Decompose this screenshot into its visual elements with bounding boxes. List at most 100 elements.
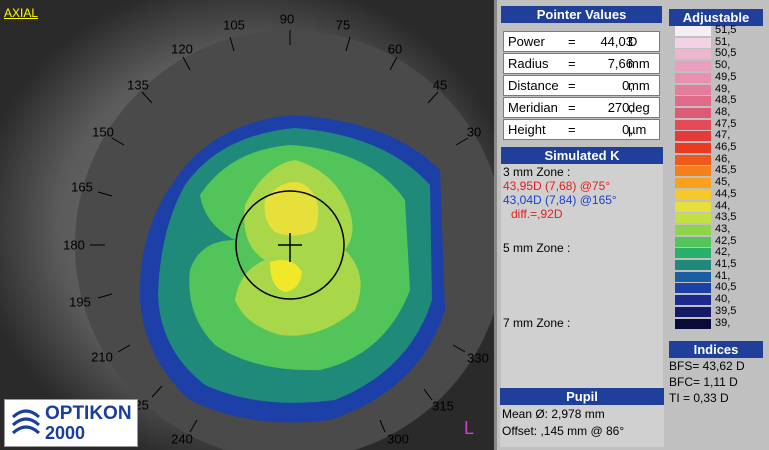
- degree-label-120: 120: [171, 41, 193, 57]
- scale-label: 39,5: [715, 304, 737, 317]
- pupil-offset: Offset: ,145 mm @ 86°: [502, 424, 625, 438]
- scale-label: 40,5: [715, 281, 737, 294]
- map-canvas[interactable]: [0, 0, 494, 450]
- degree-label-90: 90: [279, 11, 295, 27]
- map-mode-label[interactable]: AXIAL: [4, 6, 39, 20]
- scale-swatch[interactable]: [675, 283, 711, 294]
- scale-label: 44,5: [715, 187, 737, 200]
- scale-swatch[interactable]: [675, 260, 711, 270]
- scale-label: 45,5: [715, 164, 737, 177]
- scale-label: 41,5: [715, 258, 737, 270]
- pupil-panel: Mean Ø: 2,978 mm Offset: ,145 mm @ 86°: [500, 405, 664, 447]
- zone-circle: [235, 190, 345, 300]
- degree-label-210: 210: [91, 349, 113, 365]
- pointer-height-field: Height = 0, µm: [503, 119, 660, 140]
- scale-swatch[interactable]: [675, 26, 711, 36]
- scale-label: 41,: [715, 269, 731, 282]
- pointer-values-title: Pointer Values: [501, 6, 662, 23]
- pointer-distance-value: 0,: [622, 78, 633, 93]
- degree-label-195: 195: [69, 294, 91, 310]
- scale-swatch[interactable]: [675, 318, 711, 329]
- index-ti: TI = 0,33 D: [669, 391, 729, 405]
- scale-swatch[interactable]: [675, 236, 711, 247]
- scale-label: 49,5: [715, 70, 737, 83]
- degree-ticks: [90, 30, 469, 433]
- map-zone-yellow-upper: [264, 182, 319, 236]
- scale-swatch[interactable]: [675, 178, 711, 189]
- scale-swatch[interactable]: [675, 131, 711, 142]
- scale-swatch[interactable]: [675, 154, 711, 165]
- scale-swatch[interactable]: [675, 96, 711, 107]
- pointer-height-value: 0,: [622, 122, 633, 137]
- degree-label-105: 105: [223, 17, 245, 33]
- scale-swatch[interactable]: [675, 166, 711, 177]
- scale-swatch[interactable]: [675, 61, 711, 72]
- degree-label-45: 45: [432, 77, 448, 93]
- pointer-radius-field: Radius = 7,66 mm: [503, 53, 660, 74]
- pupil-mean: Mean Ø: 2,978 mm: [502, 407, 605, 421]
- pointer-power-value: 44,03: [600, 34, 633, 49]
- pointer-height-key: Height: [508, 122, 546, 137]
- simulated-k-panel: 3 mm Zone : 43,95D (7,68) @75° 43,04D (7…: [501, 164, 663, 388]
- pointer-meridian-field: Meridian = 270, deg: [503, 97, 660, 118]
- scale-swatch[interactable]: [675, 37, 711, 48]
- pointer-meridian-value: 270,: [607, 100, 633, 115]
- scale-swatch[interactable]: [675, 248, 711, 259]
- scale-swatch[interactable]: [675, 72, 711, 83]
- pointer-power-unit: D: [628, 34, 638, 49]
- pointer-meridian-key: Meridian: [508, 100, 558, 115]
- pointer-height-unit: µm: [628, 122, 647, 137]
- simulated-k-title: Simulated K: [501, 147, 663, 164]
- scale-label: 46,5: [715, 141, 737, 153]
- scale-swatch[interactable]: [675, 189, 711, 200]
- zone3-flat-k: 43,04D (7,84) @165°: [503, 193, 617, 207]
- scale-label: 43,5: [715, 211, 737, 224]
- scale-swatch[interactable]: [675, 201, 711, 212]
- scale-swatch[interactable]: [675, 306, 711, 317]
- scale-label: 46,: [715, 152, 731, 165]
- degree-label-150: 150: [92, 124, 114, 140]
- scale-label: 42,: [715, 246, 731, 259]
- corneal-topography-map[interactable]: AXIAL 90 75 60 45 30 105 120 135 150 165…: [0, 0, 494, 450]
- degree-label-60: 60: [387, 41, 403, 57]
- map-zone-yellow-lower: [270, 259, 302, 292]
- degree-label-30: 30: [466, 124, 482, 140]
- eye-side-mark: L: [464, 418, 475, 438]
- scale-swatch[interactable]: [675, 271, 711, 282]
- degree-label-135: 135: [127, 77, 149, 93]
- scale-label: 49,: [715, 82, 731, 95]
- scale-swatch[interactable]: [675, 213, 711, 224]
- index-bfc: BFC= 1,11 D: [669, 375, 738, 389]
- scale-label: 42,5: [715, 234, 737, 247]
- pupil-title: Pupil: [500, 388, 664, 405]
- degree-label-330: 330: [467, 350, 489, 366]
- degree-label-75: 75: [335, 17, 351, 33]
- indices-title: Indices: [669, 341, 763, 358]
- scale-label: 51,5: [715, 24, 737, 36]
- logo-emblem-icon: [11, 409, 41, 435]
- scale-swatch[interactable]: [675, 295, 711, 306]
- indices-panel: BFS= 43,62 D BFC= 1,11 D TI = 0,33 D: [669, 355, 763, 409]
- pointer-distance-unit: mm: [628, 78, 650, 93]
- scale-swatch[interactable]: [675, 143, 711, 153]
- scale-label: 48,5: [715, 94, 737, 107]
- zone3-diff: diff.=,92D: [511, 207, 563, 221]
- scale-swatch[interactable]: [675, 224, 711, 235]
- pointer-meridian-unit: deg: [628, 100, 650, 115]
- pointer-distance-key: Distance: [508, 78, 559, 93]
- scale-swatch[interactable]: [675, 119, 711, 130]
- scale-label: 45,: [715, 176, 731, 189]
- logo-year: 2000: [45, 423, 86, 443]
- scale-label: 51,: [715, 35, 731, 48]
- scale-swatch[interactable]: [675, 49, 711, 60]
- pointer-radius-eq: =: [568, 56, 576, 71]
- index-bfs: BFS= 43,62 D: [669, 359, 745, 373]
- scale-label: 43,: [715, 222, 731, 235]
- scale-label: 40,: [715, 293, 731, 306]
- degree-label-240: 240: [171, 431, 193, 447]
- scale-swatch[interactable]: [675, 107, 711, 118]
- scale-swatch[interactable]: [675, 84, 711, 95]
- pointer-distance-eq: =: [568, 78, 576, 93]
- scale-title[interactable]: Adjustable: [669, 9, 763, 26]
- panel-divider: [494, 0, 497, 450]
